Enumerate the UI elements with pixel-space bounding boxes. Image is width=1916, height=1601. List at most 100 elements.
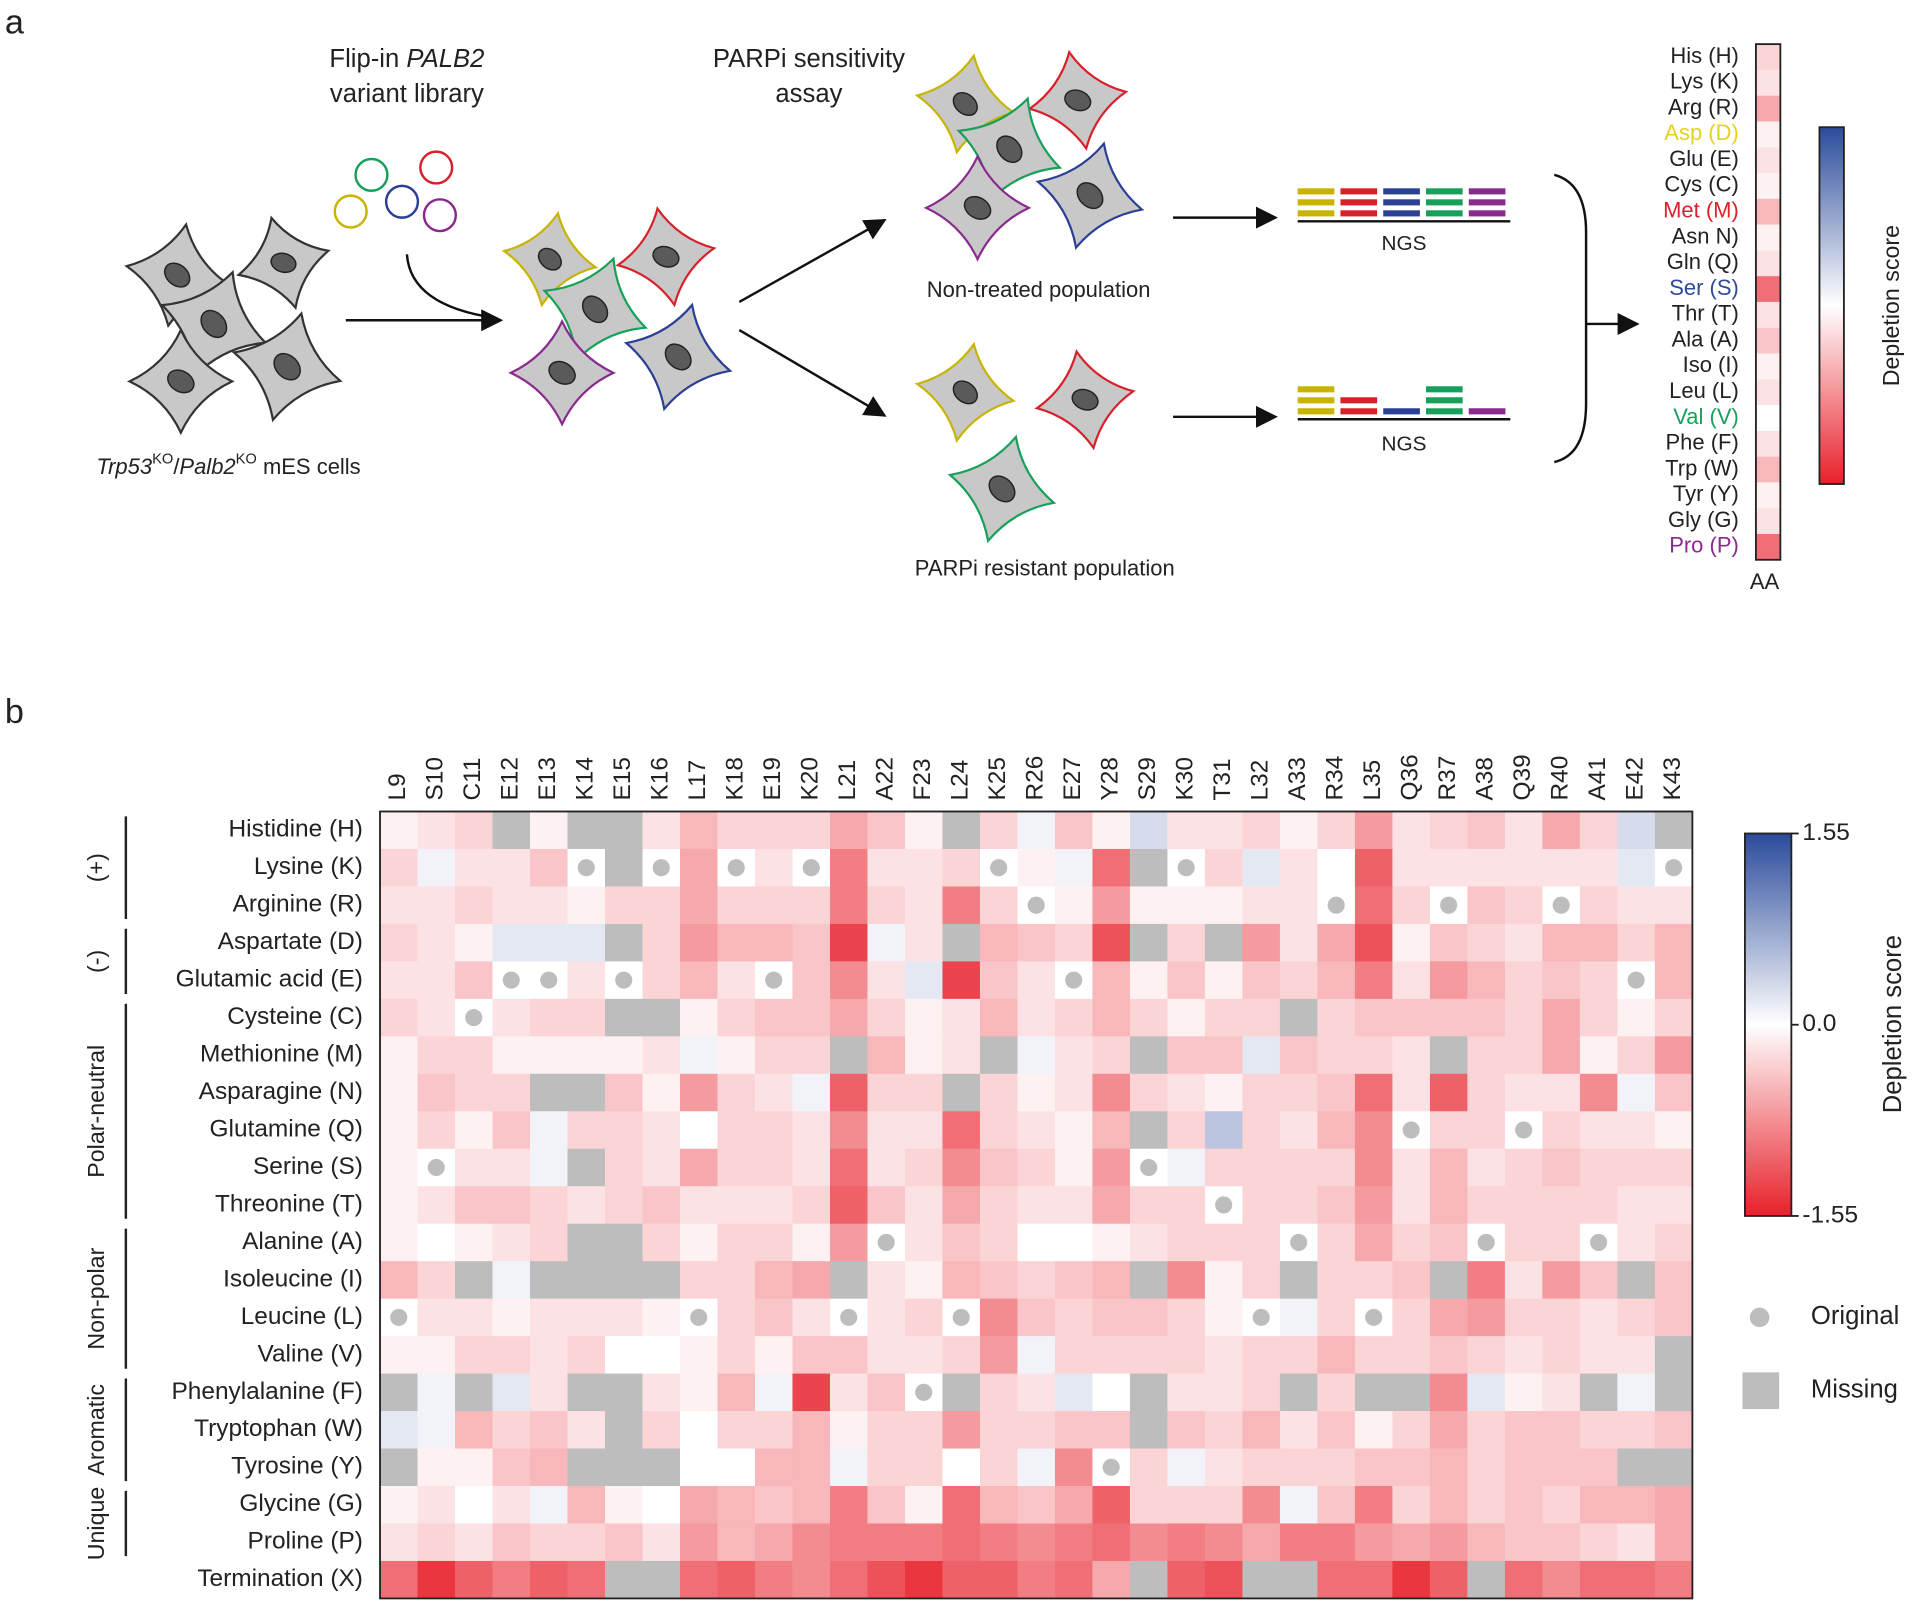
heat-cell bbox=[717, 1036, 756, 1075]
heat-cell bbox=[1654, 1486, 1693, 1524]
heat-cell bbox=[1317, 1036, 1356, 1075]
heat-cell bbox=[1542, 923, 1581, 962]
missing-cell bbox=[1129, 1111, 1168, 1150]
heat-cell bbox=[1354, 961, 1393, 1000]
aa-label: Asp (D) bbox=[1664, 120, 1739, 145]
heat-cell bbox=[1017, 1223, 1056, 1262]
heat-cell bbox=[530, 811, 568, 850]
legend-missing bbox=[1742, 1372, 1780, 1410]
heat-cell bbox=[417, 811, 456, 850]
heat-cell bbox=[567, 1036, 606, 1075]
heat-cell bbox=[530, 998, 568, 1037]
heat-cell bbox=[904, 923, 943, 962]
missing-cell bbox=[1129, 1560, 1168, 1599]
missing-cell bbox=[567, 811, 606, 850]
heat-cell bbox=[417, 1523, 456, 1562]
heat-cell bbox=[679, 1523, 718, 1562]
column-label: F23 bbox=[909, 758, 936, 800]
panel-label: b bbox=[5, 693, 24, 731]
heat-cell bbox=[904, 1036, 943, 1075]
heat-cell bbox=[1392, 848, 1431, 887]
heat-cell bbox=[792, 1336, 831, 1374]
group-label: Non-polar bbox=[83, 1247, 109, 1349]
heat-cell bbox=[792, 1111, 831, 1150]
heat-cell bbox=[979, 1411, 1018, 1449]
column-label: R26 bbox=[1022, 756, 1049, 801]
heat-cell bbox=[1317, 1560, 1356, 1599]
aa-cell bbox=[1755, 379, 1781, 406]
heat-cell bbox=[1617, 811, 1656, 850]
heat-cell bbox=[904, 1298, 943, 1337]
heat-cell bbox=[530, 923, 568, 962]
heat-cell bbox=[380, 1223, 418, 1262]
heat-cell bbox=[904, 1560, 943, 1599]
heat-cell bbox=[979, 1261, 1018, 1300]
read bbox=[1297, 210, 1335, 217]
missing-cell bbox=[942, 1373, 981, 1412]
heat-cell bbox=[1204, 848, 1243, 887]
colorbar-label: Depletion score bbox=[1878, 225, 1904, 386]
heat-cell bbox=[1129, 1448, 1168, 1487]
heat-cell bbox=[1467, 1448, 1506, 1487]
heat-cell bbox=[904, 886, 943, 925]
ngs-reads bbox=[1297, 188, 1511, 421]
heat-cell bbox=[1204, 1411, 1243, 1449]
heat-cell bbox=[1579, 1298, 1618, 1337]
missing-cell bbox=[942, 811, 981, 850]
heat-cell bbox=[717, 1448, 756, 1487]
heat-cell bbox=[1167, 1448, 1206, 1487]
heat-cell bbox=[1392, 1336, 1431, 1374]
heat-cell bbox=[1204, 998, 1243, 1037]
heat-cell bbox=[380, 1073, 418, 1112]
heat-cell bbox=[904, 811, 943, 850]
aa-label: Tyr (Y) bbox=[1673, 481, 1739, 506]
heat-cell bbox=[1167, 1336, 1206, 1374]
heat-cell bbox=[604, 1036, 643, 1075]
heat-cell bbox=[417, 1336, 456, 1374]
row-label: Isoleucine (I) bbox=[223, 1265, 363, 1292]
heat-cell bbox=[1167, 1486, 1206, 1524]
heat-cell bbox=[1054, 811, 1093, 850]
missing-cell bbox=[604, 1223, 643, 1262]
heat-cell bbox=[455, 1486, 493, 1524]
heat-cell bbox=[679, 1336, 718, 1374]
original-marker bbox=[1140, 1158, 1158, 1177]
heat-cell bbox=[1654, 1148, 1693, 1187]
group-label: (-) bbox=[83, 950, 109, 973]
heat-cell bbox=[1242, 1148, 1281, 1187]
heat-cell bbox=[1054, 1411, 1093, 1449]
read bbox=[1426, 408, 1463, 415]
heat-cell bbox=[1654, 1111, 1693, 1150]
missing-cell bbox=[604, 1560, 643, 1599]
heat-cell bbox=[1279, 811, 1318, 850]
heat-cell bbox=[530, 1298, 568, 1337]
aa-label: Met (M) bbox=[1663, 198, 1739, 223]
heat-cell bbox=[979, 1336, 1018, 1374]
heat-cell bbox=[1354, 1560, 1393, 1599]
heat-cell bbox=[1279, 961, 1318, 1000]
heat-cell bbox=[679, 1111, 718, 1150]
heat-cell bbox=[1017, 811, 1056, 850]
heat-cell bbox=[380, 961, 418, 1000]
heat-cell bbox=[1467, 998, 1506, 1037]
aa-label: His (H) bbox=[1670, 43, 1738, 68]
heat-cell bbox=[1617, 1111, 1656, 1150]
heat-cell bbox=[1017, 1448, 1056, 1487]
row-label: Glutamine (Q) bbox=[210, 1115, 363, 1142]
panel-label: a bbox=[5, 4, 25, 42]
heat-cell bbox=[1504, 1261, 1543, 1300]
original-marker bbox=[1365, 1308, 1383, 1326]
heat-cell bbox=[829, 1111, 868, 1150]
column-label: K20 bbox=[797, 757, 824, 800]
heat-cell bbox=[604, 886, 643, 925]
column-label: Q36 bbox=[1397, 754, 1424, 800]
heat-cell bbox=[829, 848, 868, 887]
heat-cell bbox=[717, 886, 756, 925]
heat-cell bbox=[829, 886, 868, 925]
heat-cell bbox=[942, 1523, 981, 1562]
missing-cell bbox=[1654, 1373, 1693, 1412]
heat-cell bbox=[1429, 1411, 1468, 1449]
heat-cell bbox=[1204, 1073, 1243, 1112]
heat-cell bbox=[1017, 1261, 1056, 1300]
heat-cell bbox=[1429, 1223, 1468, 1262]
